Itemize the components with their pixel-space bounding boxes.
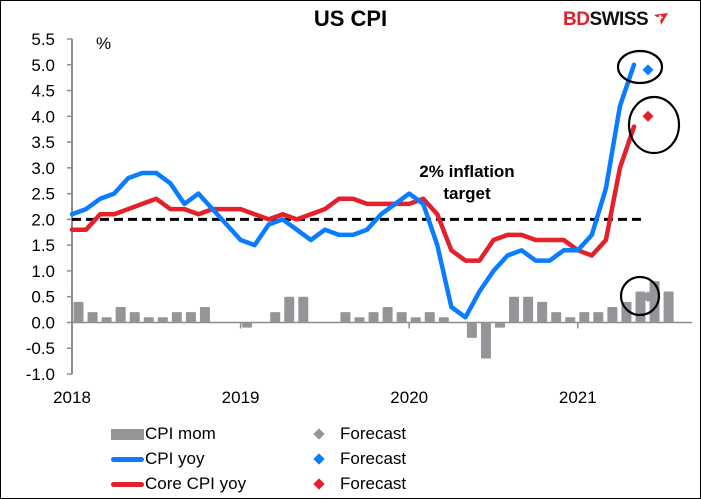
logo-bd-text: BD (563, 9, 590, 30)
bar-cpi-mom (495, 322, 505, 328)
reference-label-line1: 2% inflation (419, 162, 514, 181)
legend-item-cpi-yoy: CPI yoy (111, 449, 205, 469)
bar-cpi-mom (101, 317, 112, 323)
highlight-circle (619, 275, 661, 317)
bar-cpi-mom (523, 296, 534, 323)
legend-label: Core CPI yoy (145, 474, 247, 493)
bar-cpi-mom (171, 312, 182, 323)
bar-cpi-mom (663, 291, 674, 323)
bar-cpi-mom (593, 312, 604, 323)
highlight-circle (616, 49, 664, 85)
legend-label: CPI mom (145, 424, 216, 443)
y-tick-label: 1.0 (31, 262, 55, 281)
swiss-flag-arrow-icon (653, 13, 668, 25)
legend-label: CPI yoy (145, 449, 205, 468)
y-tick-label: 5.0 (31, 56, 55, 75)
cpi-lines (69, 62, 637, 320)
y-tick-label: 3.0 (31, 159, 55, 178)
y-tick-label: 1.5 (31, 236, 55, 255)
highlight-circle (627, 95, 681, 155)
legend: CPI mom CPI yoy Core CPI yoy Forecast Fo… (0, 424, 701, 496)
y-tick-label: -1.0 (26, 365, 55, 384)
bar-cpi-mom (382, 307, 393, 323)
bar-cpi-mom (368, 312, 379, 323)
line-cpi-yoy (69, 62, 637, 320)
line-core-cpi-yoy (69, 124, 637, 263)
bar-cpi-mom (565, 317, 576, 323)
legend-swatch-line (111, 481, 144, 487)
y-axis: 5.5 5.0 4.5 4.0 3.5 3.0 2.5 2.0 1.5 1.0 0.5 0.0 -0.5… (26, 30, 73, 384)
y-tick-label: 0.0 (31, 313, 55, 332)
y-tick-label: 2.5 (31, 185, 55, 204)
y-tick-label: 5.5 (31, 30, 55, 49)
bar-cpi-mom (143, 317, 154, 323)
x-tick-label: 2021 (559, 388, 597, 407)
bar-cpi-mom (396, 312, 407, 323)
y-tick-label: 2.0 (31, 210, 55, 229)
legend-label: Forecast (340, 449, 407, 468)
forecast-diamond (642, 110, 654, 122)
y-tick-label: 4.0 (31, 107, 55, 126)
y-unit-label: % (96, 34, 111, 53)
x-tick-label: 2019 (222, 388, 260, 407)
diamond-icon (313, 453, 325, 465)
diamond-icon (313, 478, 325, 490)
legend-swatch-line (111, 456, 144, 462)
x-tick-label: 2018 (53, 388, 91, 407)
bar-cpi-mom (607, 307, 618, 323)
x-tick-label: 2020 (390, 388, 428, 407)
y-tick-label: 3.5 (31, 133, 55, 152)
bar-cpi-mom (129, 312, 140, 323)
bar-cpi-mom (480, 322, 491, 359)
forecast-markers (616, 49, 681, 317)
logo-swiss-text: SWISS (589, 9, 649, 30)
bar-cpi-mom (284, 296, 295, 323)
bar-cpi-mom (354, 317, 365, 323)
legend-item-forecast-core: Forecast (313, 474, 406, 494)
bar-cpi-mom (551, 312, 562, 323)
bar-cpi-mom (438, 317, 449, 323)
bar-cpi-mom (87, 312, 98, 323)
y-tick-label: -0.5 (26, 339, 55, 358)
legend-item-forecast-mom: Forecast (313, 424, 406, 444)
bar-cpi-mom (115, 307, 126, 323)
bar-cpi-mom (509, 296, 520, 323)
bar-cpi-mom (185, 312, 196, 323)
bar-cpi-mom (242, 322, 253, 328)
cpi-mom-bars (73, 281, 674, 359)
forecast-diamond (642, 64, 654, 76)
bar-cpi-mom (270, 312, 281, 323)
diamond-icon (313, 428, 325, 440)
legend-label: Forecast (340, 474, 407, 493)
legend-label: Forecast (340, 424, 407, 443)
y-tick-label: 0.5 (31, 288, 55, 307)
bar-cpi-mom (199, 307, 210, 323)
x-axis: 2018 2019 2020 2021 (53, 321, 693, 407)
bar-cpi-mom (340, 312, 351, 323)
legend-item-cpi-mom: CPI mom (111, 424, 216, 444)
legend-swatch-bar (111, 428, 144, 440)
bar-cpi-mom (410, 317, 421, 323)
bdswiss-logo: BDSWISS (563, 9, 669, 31)
bar-cpi-mom (537, 301, 548, 323)
bar-cpi-mom (298, 296, 309, 323)
forecast-diamond (642, 291, 654, 303)
bar-cpi-mom (466, 322, 477, 338)
legend-item-core-cpi-yoy: Core CPI yoy (111, 474, 246, 494)
bar-cpi-mom (579, 312, 590, 323)
legend-item-forecast-cpi: Forecast (313, 449, 406, 469)
bar-cpi-mom (157, 317, 168, 323)
chart-title: US CPI (313, 6, 388, 31)
y-tick-label: 4.5 (31, 82, 55, 101)
bar-cpi-mom (424, 312, 435, 323)
reference-label-line2: target (443, 184, 491, 203)
bar-cpi-mom (649, 281, 660, 323)
cpi-chart: 5.5 5.0 4.5 4.0 3.5 3.0 2.5 2.0 1.5 1.0 0.5 0.0 -0.5… (26, 30, 693, 407)
bar-cpi-mom (73, 301, 84, 323)
